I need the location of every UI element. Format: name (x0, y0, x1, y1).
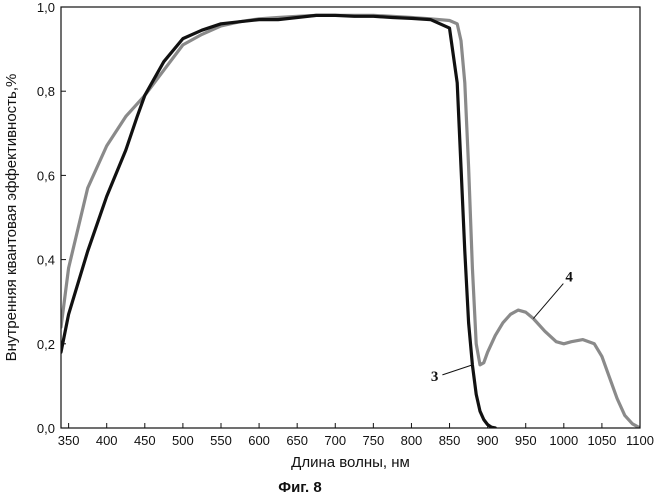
x-tick-label: 700 (324, 433, 346, 448)
x-tick-label: 950 (515, 433, 537, 448)
x-tick-label: 450 (134, 433, 156, 448)
annotation-leader-line (533, 284, 563, 319)
series-line-4 (61, 15, 640, 428)
ticks-layer: 350 400 450 500 550 600 650 700 750 800 850 900 950 1… (37, 0, 654, 448)
x-tick-label: 650 (286, 433, 308, 448)
curve-label-3: 3 (431, 369, 439, 385)
curves-layer (61, 15, 640, 428)
curve-label-4: 4 (565, 270, 573, 286)
x-tick-label: 800 (401, 433, 423, 448)
y-axis-title: Внутренняя квантовая эффективность,% (3, 74, 20, 362)
x-tick-label: 400 (96, 433, 118, 448)
series-line-3 (61, 15, 495, 428)
annotations-layer: 34 (431, 270, 573, 385)
figure-caption: Фиг. 8 (278, 479, 321, 496)
y-tick-label: 0,4 (37, 253, 55, 268)
plot-frame (61, 7, 640, 428)
y-tick-label: 0,8 (37, 84, 55, 99)
x-tick-label: 500 (172, 433, 194, 448)
x-tick-label: 350 (58, 433, 80, 448)
x-tick-label: 850 (439, 433, 461, 448)
y-tick-label: 0,6 (37, 168, 55, 183)
x-tick-label: 1000 (549, 433, 578, 448)
y-tick-label: 0,0 (37, 421, 55, 436)
x-tick-label: 750 (363, 433, 385, 448)
x-tick-label: 600 (248, 433, 270, 448)
x-tick-label: 1050 (587, 433, 616, 448)
x-tick-label: 550 (210, 433, 232, 448)
x-axis-title: Длина волны, нм (291, 454, 410, 471)
y-tick-label: 0,2 (37, 337, 55, 352)
annotation-leader-line (442, 365, 472, 375)
x-tick-label: 1100 (626, 433, 654, 448)
x-tick-label: 900 (477, 433, 499, 448)
y-tick-label: 1,0 (37, 0, 55, 15)
